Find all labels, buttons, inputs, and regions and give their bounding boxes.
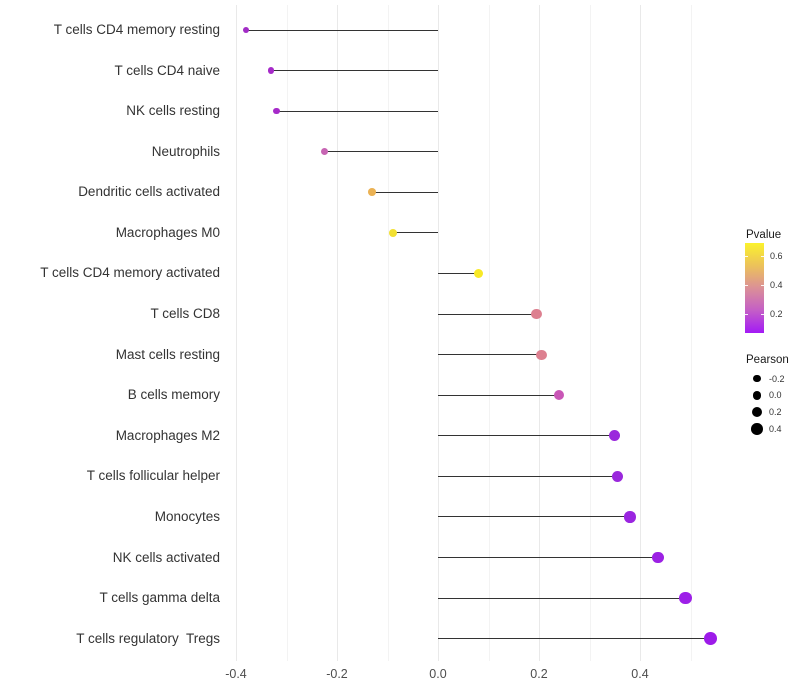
pearson-dot (243, 27, 250, 33)
lollipop-stem (438, 394, 560, 396)
lollipop-stem (438, 354, 542, 356)
category-label: T cells gamma delta (99, 590, 220, 606)
lollipop-stem (246, 29, 438, 31)
category-label: B cells memory (127, 387, 220, 403)
category-label: Macrophages M2 (115, 427, 220, 443)
pearson-legend-dot (751, 423, 763, 436)
x-axis-tick-label: -0.2 (326, 667, 348, 681)
pearson-dot (536, 349, 547, 360)
pvalue-tick-label: 0.6 (770, 250, 783, 261)
category-label: Mast cells resting (115, 346, 220, 362)
gridline-major (337, 5, 338, 661)
pearson-dot (704, 632, 718, 646)
pvalue-bar-tick (745, 284, 748, 286)
category-label: Dendritic cells activated (78, 184, 220, 200)
pvalue-bar-tick (745, 313, 748, 315)
pvalue-bar-tick (761, 284, 764, 286)
gridline-minor (690, 5, 692, 661)
lollipop-stem (438, 557, 658, 559)
pearson-dot (611, 470, 623, 482)
lollipop-stem (392, 232, 438, 234)
category-label: T cells CD4 memory resting (53, 22, 220, 37)
lollipop-stem (372, 191, 438, 193)
category-label: NK cells resting (126, 103, 220, 119)
pearson-dot (531, 308, 542, 320)
pearson-legend-label: 0.0 (769, 390, 782, 401)
pearson-dot (368, 188, 377, 197)
category-label: Neutrophils (151, 143, 220, 159)
lollipop-stem (438, 638, 711, 640)
pvalue-bar-tick (761, 313, 764, 315)
gridline-minor (286, 5, 288, 661)
gridline-major (640, 5, 641, 661)
pearson-dot (553, 389, 565, 401)
pvalue-bar-tick (745, 255, 748, 257)
lollipop-stem (438, 435, 615, 437)
x-axis-tick-label: 0.2 (530, 667, 548, 681)
gridline-minor (488, 5, 490, 661)
x-axis-tick-label: 0.4 (631, 667, 649, 681)
lollipop-stem (438, 313, 537, 315)
pearson-legend-dot (753, 375, 761, 383)
category-label: Macrophages M0 (115, 224, 220, 240)
category-label: NK cells activated (112, 549, 220, 565)
gridline-major (539, 5, 540, 661)
pearson-dot (651, 551, 664, 564)
lollipop-stem (438, 272, 479, 274)
lollipop-stem (276, 110, 438, 112)
lollipop-stem (438, 516, 630, 518)
category-label: Monocytes (154, 508, 220, 524)
gridline-minor (589, 5, 591, 661)
pearson-legend-label: 0.4 (769, 424, 782, 435)
pvalue-legend-title: Pvalue (746, 229, 782, 241)
lollipop-stem (438, 597, 686, 599)
pearson-dot (609, 430, 621, 442)
category-label: T cells CD4 memory activated (40, 265, 220, 281)
pvalue-tick-label: 0.2 (770, 308, 783, 319)
pearson-dot (473, 268, 484, 279)
pvalue-bar-tick (761, 255, 764, 257)
gridline-minor (387, 5, 389, 661)
pvalue-gradient-bar (745, 243, 764, 333)
category-label: T cells CD4 naive (114, 62, 220, 78)
pvalue-tick-label: 0.4 (770, 279, 783, 290)
lollipop-stem (271, 70, 438, 72)
pearson-legend-label: 0.2 (769, 407, 782, 418)
x-axis-tick-label: -0.4 (225, 667, 247, 681)
category-label: T cells follicular helper (86, 468, 220, 484)
pearson-dot (679, 591, 692, 605)
pearson-dot (273, 107, 280, 115)
pearson-legend-title: Pearson (746, 354, 789, 366)
gridline-major (438, 5, 439, 661)
pearson-legend-label: -0.2 (769, 373, 785, 384)
pearson-dot (624, 511, 636, 523)
lollipop-stem (324, 151, 438, 153)
gridline-major (236, 5, 237, 661)
category-label: T cells regulatory Tregs (76, 630, 220, 646)
pearson-dot (320, 148, 328, 156)
pearson-legend-dot (752, 390, 762, 400)
pearson-legend-dot (752, 407, 762, 418)
x-axis-tick-label: 0.0 (429, 667, 447, 681)
lollipop-stem (438, 475, 618, 477)
pearson-dot (388, 228, 397, 237)
category-label: T cells CD8 (150, 306, 220, 322)
pearson-dot (268, 67, 275, 74)
